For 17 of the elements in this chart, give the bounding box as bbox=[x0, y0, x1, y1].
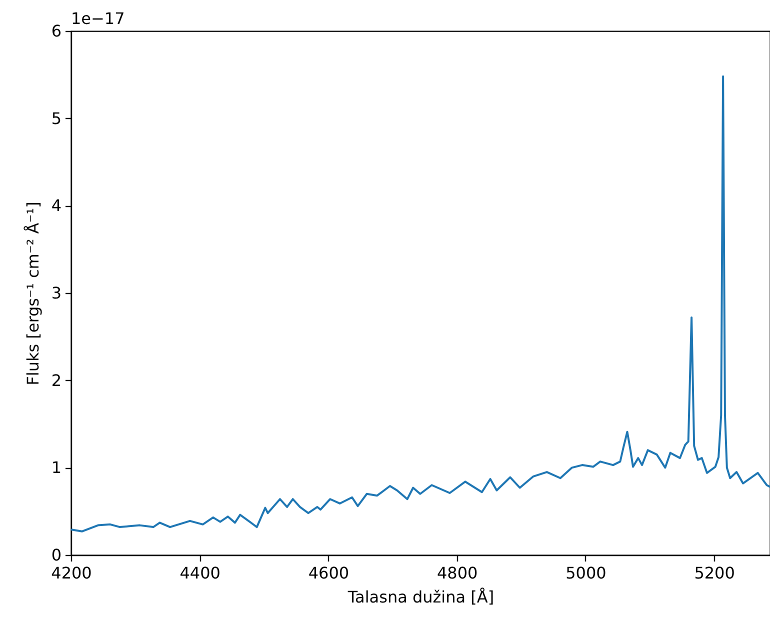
x-axis-title: Talasna dužina [Å] bbox=[346, 588, 494, 606]
x-tick-label: 4400 bbox=[180, 564, 220, 582]
x-tick-label: 5200 bbox=[694, 564, 735, 582]
y-tick-label: 0 bbox=[51, 546, 62, 564]
y-tick-label: 1 bbox=[51, 458, 62, 478]
y-tick-label: 4 bbox=[51, 196, 62, 216]
y-tick-label: 3 bbox=[51, 284, 62, 302]
y-tick-label: 5 bbox=[51, 108, 62, 128]
x-tick-label: 4600 bbox=[308, 564, 350, 582]
text: 1e−17 bbox=[71, 9, 125, 28]
y-axis-title: Fluks [ergs⁻¹ cm⁻² Å⁻¹] bbox=[23, 202, 42, 386]
x-tick-label: 4800 bbox=[436, 564, 478, 582]
x-tick-label: 4200 bbox=[51, 564, 92, 582]
y-tick-label: 2 bbox=[51, 370, 62, 390]
y-tick-label: 6 bbox=[51, 22, 62, 40]
line-series bbox=[70, 75, 770, 532]
x-tick-label: 5000 bbox=[566, 564, 606, 582]
